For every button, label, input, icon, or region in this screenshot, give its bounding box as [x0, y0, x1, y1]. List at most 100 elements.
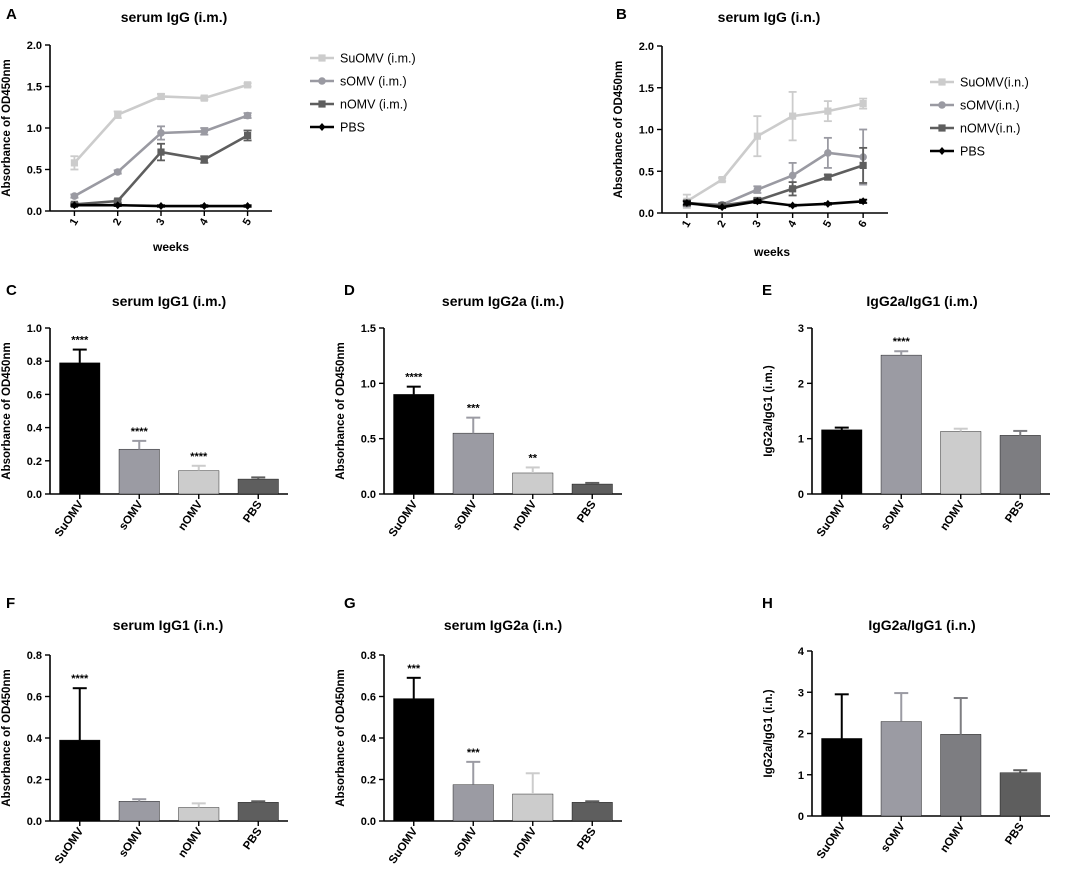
data-point	[200, 127, 209, 136]
bar-somv	[118, 801, 160, 822]
x-axis-label: weeks	[753, 245, 790, 259]
legend-marker	[938, 124, 946, 132]
bar-pbs	[571, 802, 613, 822]
data-point	[200, 94, 208, 102]
legend-marker	[318, 54, 326, 62]
x-tick-label: SuOMV	[815, 821, 848, 862]
panel-letter: F	[6, 595, 15, 612]
bar-nomv	[940, 431, 982, 495]
y-tick-label: 1.5	[639, 83, 654, 95]
legend-marker	[938, 147, 946, 155]
data-point	[70, 201, 78, 210]
data-point	[824, 173, 832, 181]
y-tick-label: 0.0	[27, 489, 42, 501]
data-point	[157, 129, 165, 137]
x-tick-label: nOMV	[510, 499, 539, 533]
y-tick-label: 0.6	[27, 389, 42, 401]
data-point	[114, 111, 122, 119]
significance-label: ***	[407, 663, 421, 675]
y-tick-label: 0.5	[27, 165, 42, 177]
x-tick-label: sOMV	[117, 499, 146, 533]
data-point	[824, 199, 832, 208]
x-tick-label: 2	[111, 217, 124, 228]
data-point	[753, 132, 761, 140]
bar-pbs	[237, 802, 279, 822]
data-point	[789, 112, 797, 120]
x-tick-label: sOMV	[451, 826, 480, 860]
significance-label: ****	[893, 336, 911, 348]
data-point	[70, 192, 79, 200]
legend-label: PBS	[340, 121, 365, 135]
series-nomv-i-m-	[70, 129, 252, 208]
x-tick-label: PBS	[1003, 821, 1027, 848]
series-line	[686, 199, 864, 209]
data-point	[789, 185, 797, 193]
series-somv-i-m-	[70, 111, 252, 200]
significance-label: ****	[190, 451, 208, 463]
data-point	[859, 197, 867, 206]
chart-title: serum IgG2a (i.n.)	[444, 617, 562, 633]
series-suomv-i-m-	[70, 81, 252, 171]
panel-A: 0.0 0.5 1.0 1.5 2.0 Absorbance of OD450nm A ser…	[1, 6, 416, 254]
significance-label: ****	[71, 673, 89, 685]
y-axis-label: IgG2a/IgG1 (i.m.)	[763, 365, 775, 457]
y-tick-label: 0.0	[27, 816, 42, 828]
y-tick-label: 0.4	[27, 423, 43, 435]
bar-pbs	[571, 483, 613, 495]
x-tick-label: 6	[856, 219, 869, 230]
bar-suomv	[59, 362, 101, 495]
data-point	[200, 202, 208, 211]
x-tick-label: 2	[715, 219, 728, 230]
chart-title: serum IgG1 (i.m.)	[112, 293, 226, 309]
legend-label: sOMV (i.m.)	[340, 75, 407, 89]
data-point	[718, 203, 726, 212]
chart-title: serum IgG (i.m.)	[121, 9, 228, 25]
chart-title: serum IgG (i.n.)	[718, 9, 821, 25]
data-point	[824, 149, 832, 157]
bar-suomv	[59, 739, 101, 822]
x-tick-label: 4	[197, 216, 211, 228]
legend-label: nOMV (i.m.)	[340, 98, 407, 112]
bar-nomv	[940, 734, 982, 817]
x-tick-label: nOMV	[176, 499, 205, 533]
panel-B: 0.0 0.5 1.0 1.5 2.0 Absorbance of OD450nm B ser…	[613, 6, 1029, 259]
data-point	[243, 111, 252, 120]
panel-F: 0.0 0.2 0.4 0.6 0.8 Absorbance of OD450nm Fser…	[1, 595, 288, 866]
legend-marker	[318, 123, 326, 131]
x-tick-label: sOMV	[879, 499, 908, 533]
y-tick-label: 0.2	[361, 775, 376, 787]
y-tick-label: 1.5	[27, 82, 42, 94]
y-tick-label: 0.4	[361, 733, 377, 745]
panel-E: 0 1 2 3 IgG2a/IgG1 (i.m.) E IgG2a/IgG1 (i.m.) S…	[762, 282, 1050, 539]
y-tick-label: 0	[798, 489, 804, 501]
legend-label: sOMV(i.n.)	[960, 99, 1020, 113]
x-tick-label: nOMV	[938, 499, 967, 533]
y-tick-label: 0.0	[639, 208, 654, 220]
x-tick-label: sOMV	[879, 821, 908, 855]
significance-label: ****	[405, 372, 423, 384]
data-point	[157, 92, 165, 101]
y-tick-label: 1.0	[27, 323, 42, 335]
bar-nomv	[178, 470, 220, 495]
chart-title: serum IgG2a (i.m.)	[442, 293, 564, 309]
panel-G: 0.0 0.2 0.4 0.6 0.8 Absorbance of OD450nm Gser…	[335, 595, 622, 866]
data-point	[753, 185, 762, 194]
y-tick-label: 0.8	[27, 356, 42, 368]
data-point	[718, 176, 726, 184]
x-tick-label: SuOMV	[53, 826, 86, 867]
significance-label: ***	[467, 403, 481, 415]
y-tick-label: 2	[798, 378, 804, 390]
legend-marker	[318, 77, 326, 85]
bar-suomv	[821, 738, 863, 817]
bar-nomv	[512, 472, 554, 495]
x-tick-label: nOMV	[938, 821, 967, 855]
y-tick-label: 0.0	[361, 816, 376, 828]
bar-nomv	[512, 793, 554, 822]
series-nomv-i-n-	[682, 146, 868, 210]
bar-nomv	[178, 807, 220, 822]
y-tick-label: 0.5	[639, 166, 654, 178]
x-tick-label: SuOMV	[387, 826, 420, 867]
y-tick-label: 1.0	[27, 123, 42, 135]
y-tick-label: 1.5	[361, 323, 376, 335]
